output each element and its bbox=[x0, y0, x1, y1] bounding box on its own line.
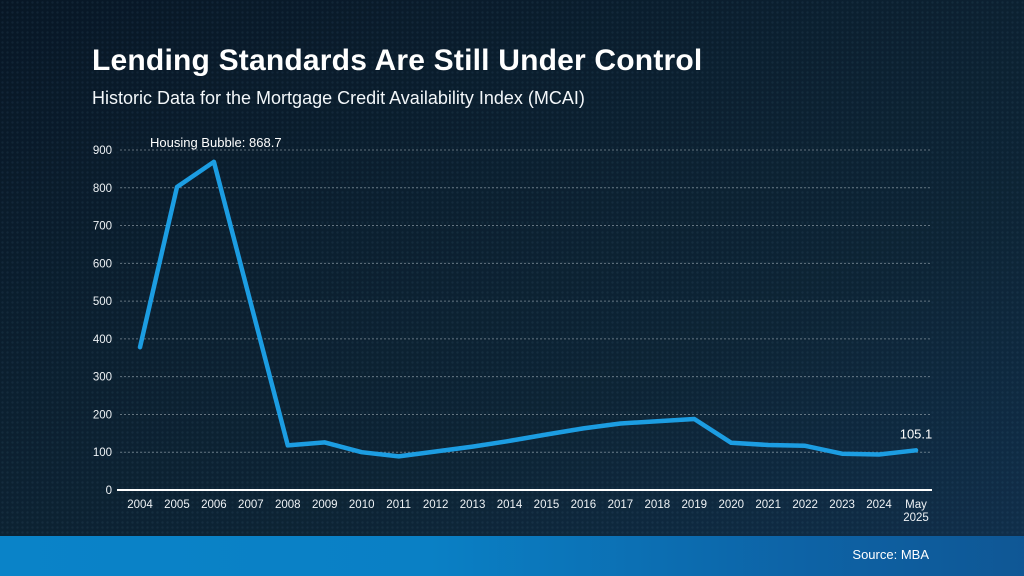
y-tick-label: 100 bbox=[93, 447, 112, 459]
y-tick-label: 900 bbox=[93, 145, 112, 157]
x-tick-label: 2006 bbox=[201, 499, 227, 511]
x-tick-label: 2020 bbox=[718, 499, 744, 511]
mcai-line-series bbox=[137, 159, 919, 459]
x-tick-label: 2016 bbox=[571, 499, 597, 511]
x-tick-label: 2021 bbox=[755, 499, 781, 511]
x-tick-label: 2024 bbox=[866, 499, 892, 511]
x-tick-label: 2012 bbox=[423, 499, 449, 511]
x-tick-label: 2022 bbox=[792, 499, 818, 511]
x-tick-label: 2005 bbox=[164, 499, 190, 511]
y-tick-label: 800 bbox=[93, 183, 112, 195]
x-tick-label: 2014 bbox=[497, 499, 523, 511]
y-tick-label: 600 bbox=[93, 258, 112, 270]
x-tick-label: 2017 bbox=[608, 499, 634, 511]
x-tick-label: 2004 bbox=[127, 499, 153, 511]
housing-bubble-annotation: Housing Bubble: 868.7 bbox=[150, 135, 282, 150]
x-tick-label: 2013 bbox=[460, 499, 486, 511]
x-tick-label: 2011 bbox=[386, 499, 411, 511]
y-tick-label: 700 bbox=[93, 221, 112, 233]
x-tick-label: 2015 bbox=[534, 499, 560, 511]
footer-bar: Source: MBA bbox=[0, 536, 1024, 576]
header: Lending Standards Are Still Under Contro… bbox=[92, 44, 702, 109]
x-tick-label: 2009 bbox=[312, 499, 338, 511]
latest-value-label: 105.1 bbox=[900, 426, 933, 441]
x-tick-label: 2010 bbox=[349, 499, 375, 511]
y-tick-label: 200 bbox=[93, 409, 112, 421]
page-subtitle: Historic Data for the Mortgage Credit Av… bbox=[92, 88, 585, 108]
y-tick-label: 500 bbox=[93, 296, 112, 308]
x-tick-label: 2023 bbox=[829, 499, 855, 511]
x-tick-label: 2008 bbox=[275, 499, 301, 511]
source-label: Source: MBA bbox=[852, 547, 929, 562]
page-title: Lending Standards Are Still Under Contro… bbox=[92, 44, 703, 77]
y-tick-label: 0 bbox=[106, 485, 112, 497]
y-tick-label: 300 bbox=[93, 372, 112, 384]
x-tick-label: 2019 bbox=[681, 499, 707, 511]
x-tick-label: 2018 bbox=[645, 499, 671, 511]
y-tick-label: 400 bbox=[93, 334, 112, 346]
x-tick-label: 2007 bbox=[238, 499, 264, 511]
x-tick-label: May 2025 bbox=[903, 499, 929, 524]
